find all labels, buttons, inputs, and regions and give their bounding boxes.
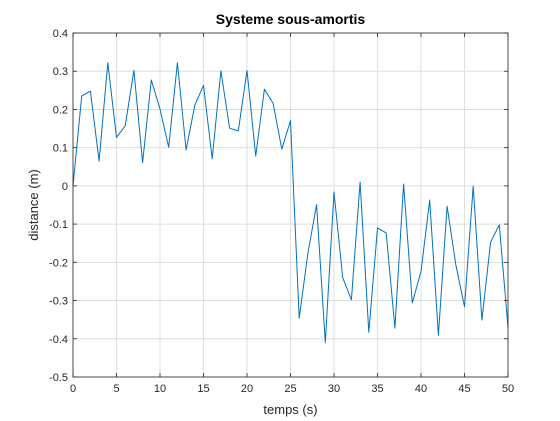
y-tick-label: 0.2	[53, 104, 68, 116]
x-axis-title: temps (s)	[263, 402, 317, 417]
x-tick-label: 5	[113, 383, 119, 395]
series-layer	[72, 62, 509, 344]
x-tick-label: 10	[154, 383, 166, 395]
y-tick-label: -0.5	[49, 372, 68, 384]
tick-labels: 0 5 10 15 20 25 30 35 40 45 50 -0.5 -0.4 -0.3 -0.2 -0.1…	[49, 28, 514, 395]
x-tick-label: 15	[197, 383, 209, 395]
x-tick-label: 35	[371, 383, 383, 395]
x-tick-label: 40	[415, 383, 427, 395]
y-tick-label: 0.1	[53, 143, 68, 155]
y-axis-title: distance (m)	[26, 169, 41, 241]
x-tick-label: 45	[458, 383, 470, 395]
y-tick-label: 0.4	[53, 28, 68, 40]
y-tick-label: 0.3	[53, 66, 68, 78]
x-tick-label: 20	[241, 383, 253, 395]
y-tick-label: -0.3	[49, 296, 68, 308]
y-tick-label: -0.1	[49, 219, 68, 231]
y-tick-label: -0.2	[49, 257, 68, 269]
series-line	[72, 62, 509, 344]
chart-title: Systeme sous-amortis	[216, 11, 366, 27]
y-tick-label: 0	[62, 181, 68, 193]
x-tick-label: 50	[502, 383, 514, 395]
x-tick-label: 0	[70, 383, 76, 395]
y-tick-label: -0.4	[49, 334, 68, 346]
ticks	[72, 32, 509, 378]
x-tick-label: 25	[284, 383, 296, 395]
x-tick-label: 30	[328, 383, 340, 395]
